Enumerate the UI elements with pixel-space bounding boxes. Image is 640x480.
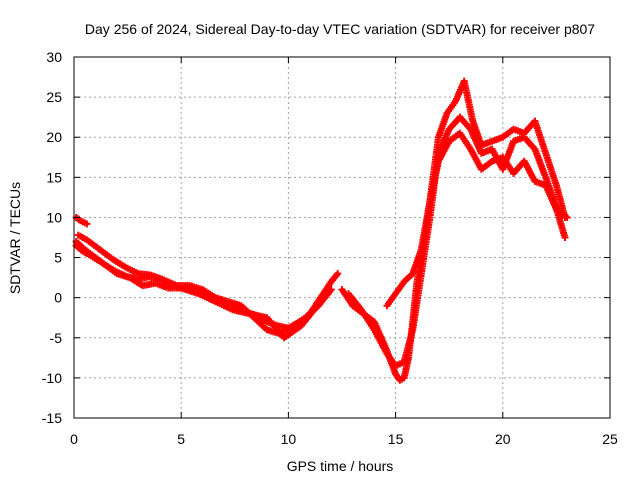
y-tick-label: 15 <box>46 169 62 185</box>
series-track-b <box>74 231 335 338</box>
data-point <box>327 286 335 294</box>
series-track-g <box>383 129 571 310</box>
x-tick-label: 0 <box>70 431 78 447</box>
y-tick-label: 25 <box>46 89 62 105</box>
plot-frame <box>73 56 611 419</box>
series-track-d <box>72 213 91 228</box>
data-point <box>310 306 318 314</box>
y-tick-label: 30 <box>46 49 62 65</box>
x-tick-label: 20 <box>495 431 511 447</box>
y-tick-label: -10 <box>42 370 62 386</box>
x-tick-labels: 0 5 10 15 20 25 <box>70 431 618 447</box>
grid-lines <box>74 57 610 418</box>
y-axis-label: SDTVAR / TECUs <box>7 182 23 294</box>
data-point <box>334 270 342 278</box>
axis-ticks <box>73 56 611 419</box>
series-track-c <box>72 242 318 342</box>
y-tick-label: 0 <box>54 290 62 306</box>
data-points <box>72 77 571 384</box>
y-tick-labels: -15 -10 -5 0 5 10 15 20 25 30 <box>42 49 62 426</box>
x-tick-label: 15 <box>388 431 404 447</box>
y-tick-label: 20 <box>46 129 62 145</box>
x-axis-label: GPS time / hours <box>287 458 394 474</box>
y-tick-label: -15 <box>42 410 62 426</box>
chart-title: Day 256 of 2024, Sidereal Day-to-day VTE… <box>85 21 595 37</box>
x-tick-label: 25 <box>602 431 618 447</box>
x-tick-label: 10 <box>281 431 297 447</box>
y-tick-label: 5 <box>54 250 62 266</box>
x-tick-label: 5 <box>177 431 185 447</box>
series-track-f <box>344 113 569 370</box>
y-tick-label: -5 <box>50 330 63 346</box>
data-point <box>561 234 569 241</box>
y-tick-label: 10 <box>46 209 62 225</box>
data-point <box>83 220 91 228</box>
data-point <box>563 213 571 221</box>
